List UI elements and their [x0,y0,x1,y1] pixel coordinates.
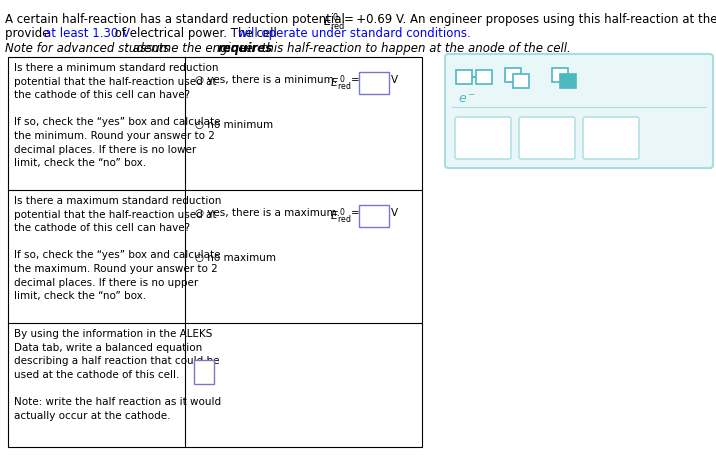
Text: ○ no maximum: ○ no maximum [195,253,276,263]
FancyBboxPatch shape [519,117,575,159]
FancyBboxPatch shape [513,74,529,88]
Text: of electrical power. The cell: of electrical power. The cell [111,27,281,40]
FancyBboxPatch shape [583,117,639,159]
Text: V: V [391,75,398,85]
Text: : assume the engineer: : assume the engineer [125,42,261,55]
Text: provide: provide [5,27,53,40]
Text: $E^{\,0}_{\rm red}$: $E^{\,0}_{\rm red}$ [330,73,352,93]
Text: By using the information in the ALEKS
Data tab, write a balanced equation
descri: By using the information in the ALEKS Da… [14,329,221,420]
FancyBboxPatch shape [194,360,214,384]
Text: ○ yes, there is a minimum.: ○ yes, there is a minimum. [195,75,337,85]
FancyBboxPatch shape [445,54,713,168]
Text: ↺: ↺ [541,131,553,145]
Text: $E^{\,0}_{\rm red}$: $E^{\,0}_{\rm red}$ [330,206,352,226]
FancyBboxPatch shape [505,68,521,82]
Text: V: V [391,208,398,218]
Text: Is there a minimum standard reduction
potential that the half-reaction used at
t: Is there a minimum standard reduction po… [14,63,221,168]
Text: at least 1.30 V: at least 1.30 V [44,27,130,40]
Text: ○ no minimum: ○ no minimum [195,120,273,130]
Text: Note for advanced students: Note for advanced students [5,42,170,55]
FancyBboxPatch shape [455,117,511,159]
Text: Is there a maximum standard reduction
potential that the half-reaction used at
t: Is there a maximum standard reduction po… [14,196,221,301]
FancyBboxPatch shape [456,70,472,84]
Text: will operate under standard conditions.: will operate under standard conditions. [238,27,470,40]
FancyBboxPatch shape [552,68,568,82]
Text: = +0.69 V. An engineer proposes using this half-reaction at the anode of a galva: = +0.69 V. An engineer proposes using th… [344,13,716,26]
FancyBboxPatch shape [476,70,492,84]
Text: $e^-$: $e^-$ [458,93,476,106]
FancyBboxPatch shape [359,72,389,94]
Text: $E^{\,0}_{\rm red}$: $E^{\,0}_{\rm red}$ [323,13,345,33]
FancyBboxPatch shape [560,74,576,88]
Text: requires: requires [218,42,274,55]
Text: A certain half-reaction has a standard reduction potential: A certain half-reaction has a standard r… [5,13,349,26]
Text: =: = [351,75,359,85]
FancyBboxPatch shape [359,205,389,227]
Text: this half-reaction to happen at the anode of the cell.: this half-reaction to happen at the anod… [258,42,571,55]
Text: ×: × [477,131,489,145]
Text: =: = [351,208,359,218]
Text: ○ yes, there is a maximum.: ○ yes, there is a maximum. [195,208,340,218]
Text: ?: ? [607,131,614,145]
